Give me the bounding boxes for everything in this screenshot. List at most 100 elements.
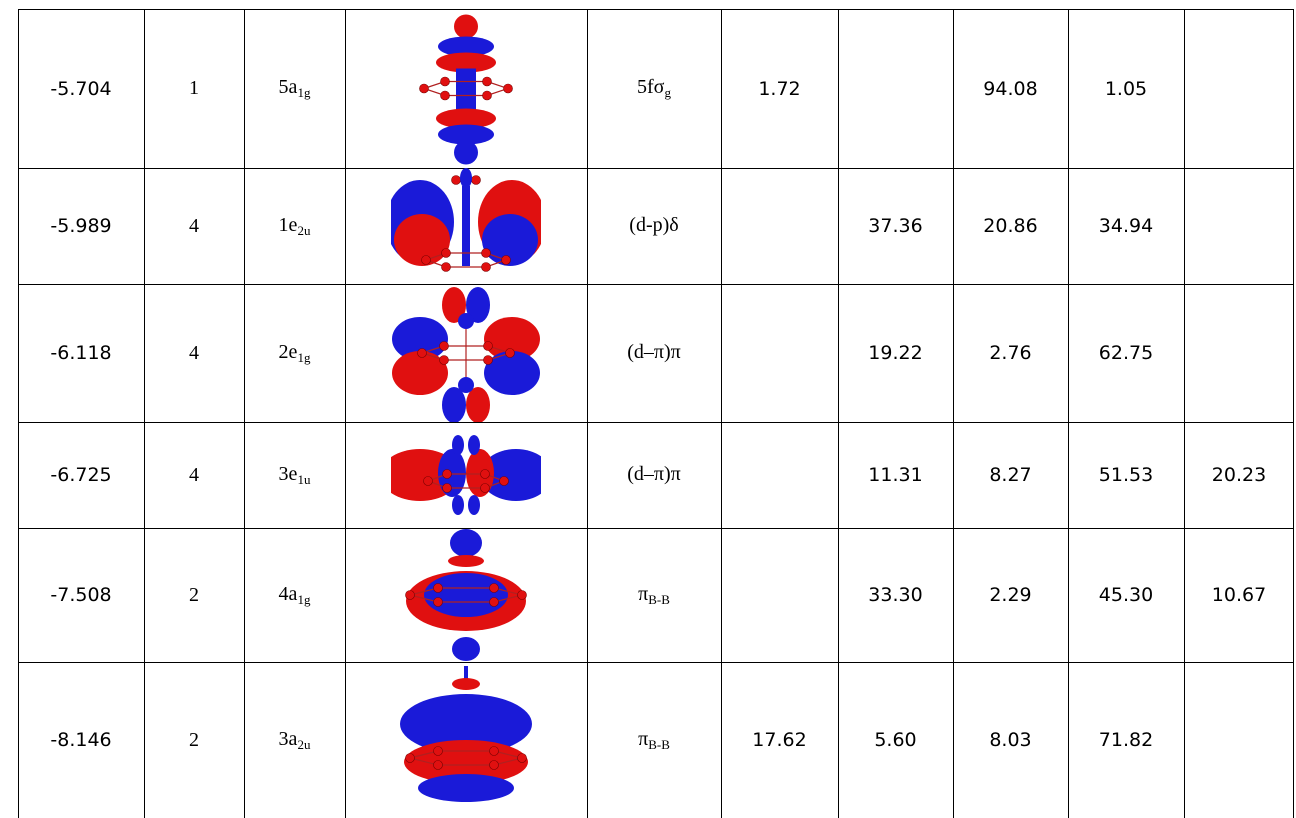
orbital-image-cell [345, 662, 587, 818]
char-base: π [638, 582, 649, 605]
energy-value: -7.508 [50, 584, 112, 606]
mo-label-cell: 4a1g [244, 528, 345, 662]
c3-cell: 20.86 [953, 168, 1068, 284]
grid-line [1068, 9, 1069, 818]
occ-cell: 2 [144, 662, 244, 818]
character-label: (d–π)π [627, 341, 681, 366]
char-subscript: g [664, 85, 671, 100]
mo-base: 3a [278, 727, 298, 750]
mo-subscript: 1u [297, 471, 311, 487]
grid-line [345, 9, 346, 818]
c3-value: 8.03 [989, 729, 1032, 751]
c4-value: 34.94 [1098, 215, 1154, 237]
mo-subscript: 1g [297, 85, 311, 100]
c1-value: 1.72 [758, 77, 801, 100]
mo-subscript: 1g [297, 591, 311, 607]
c4-cell: 51.53 [1068, 422, 1184, 528]
c5-value: 20.23 [1211, 464, 1267, 486]
mo-base: 5a [278, 76, 298, 98]
mo-label-cell: 3e1u [244, 422, 345, 528]
orbital-image-cell [345, 284, 587, 422]
occ-value: 4 [189, 463, 199, 486]
c3-value: 20.86 [983, 215, 1038, 237]
mo-label-cell: 2e1g [244, 284, 345, 422]
mo-base: 3e [278, 462, 298, 485]
energy-cell: -7.508 [18, 528, 144, 662]
c2-value: 5.60 [874, 729, 917, 751]
occ-cell: 1 [144, 9, 244, 168]
grid-line [838, 9, 839, 818]
character-cell: πB-B [587, 662, 721, 818]
orbital-isosurface-image [392, 287, 540, 422]
grid-line [1184, 9, 1185, 818]
orbital-isosurface-image [391, 435, 541, 515]
c4-cell: 34.94 [1068, 168, 1184, 284]
char-base: 5fσ [637, 76, 665, 98]
c2-cell: 33.30 [838, 528, 953, 662]
mo-label-cell: 1e2u [244, 168, 345, 284]
c3-value: 2.76 [989, 342, 1032, 364]
mo-subscript: 1g [297, 349, 311, 365]
c2-cell [838, 9, 953, 168]
grid-line [144, 9, 145, 818]
c3-cell: 2.29 [953, 528, 1068, 662]
c3-value: 94.08 [983, 77, 1038, 100]
c4-value: 1.05 [1104, 77, 1148, 100]
grid-line [587, 9, 588, 818]
c3-cell: 8.27 [953, 422, 1068, 528]
c5-value: 10.67 [1211, 584, 1267, 606]
energy-cell: -6.725 [18, 422, 144, 528]
c4-value: 62.75 [1098, 342, 1154, 364]
mo-table: -5.704 1 5a1g 5fσg 1.72 94.08 1.05 -5.989 4 1e2u(… [18, 9, 1294, 818]
energy-cell: -5.989 [18, 168, 144, 284]
grid-line [1293, 9, 1294, 818]
occ-cell: 4 [144, 168, 244, 284]
mo-label: 4a1g [279, 583, 311, 608]
grid-line [721, 9, 722, 818]
occ-value: 4 [189, 341, 199, 364]
orbital-isosurface-image [419, 14, 513, 165]
c2-cell: 37.36 [838, 168, 953, 284]
orbital-image-cell [345, 168, 587, 284]
c3-cell: 2.76 [953, 284, 1068, 422]
character-label: (d-p)δ [629, 214, 678, 239]
c3-cell: 8.03 [953, 662, 1068, 818]
occ-value: 1 [189, 77, 199, 99]
c4-cell: 71.82 [1068, 662, 1184, 818]
orbital-isosurface-image [405, 529, 527, 661]
c5-cell [1184, 662, 1294, 818]
energy-value: -5.704 [50, 77, 112, 100]
c4-value: 71.82 [1098, 729, 1154, 751]
c5-cell [1184, 168, 1294, 284]
orbital-isosurface-image [391, 168, 541, 272]
c2-value: 37.36 [868, 215, 923, 237]
orbital-image-cell [345, 422, 587, 528]
c3-value: 8.27 [989, 464, 1032, 486]
character-cell: (d–π)π [587, 284, 721, 422]
character-label: 5fσg [637, 76, 671, 101]
c2-value: 33.30 [868, 584, 923, 606]
grid-line [244, 9, 245, 818]
grid-line [18, 9, 19, 818]
character-cell: (d–π)π [587, 422, 721, 528]
character-label: πB-B [638, 583, 670, 608]
c1-cell: 1.72 [721, 9, 838, 168]
c1-cell [721, 284, 838, 422]
orbital-image-cell [345, 9, 587, 168]
c3-value: 2.29 [989, 584, 1032, 606]
mo-label: 2e1g [279, 341, 311, 366]
mo-base: 4a [278, 582, 298, 605]
c2-value: 19.22 [868, 342, 923, 364]
c4-value: 51.53 [1098, 464, 1154, 486]
character-cell: (d-p)δ [587, 168, 721, 284]
mo-label: 5a1g [279, 76, 311, 101]
char-base: (d–π)π [627, 462, 681, 485]
grid-line [18, 528, 1294, 529]
occ-value: 4 [189, 214, 199, 237]
char-subscript: B-B [648, 591, 670, 607]
energy-cell: -5.704 [18, 9, 144, 168]
character-cell: πB-B [587, 528, 721, 662]
grid-line [18, 422, 1294, 423]
grid-line [18, 168, 1294, 169]
energy-value: -8.146 [50, 729, 112, 751]
